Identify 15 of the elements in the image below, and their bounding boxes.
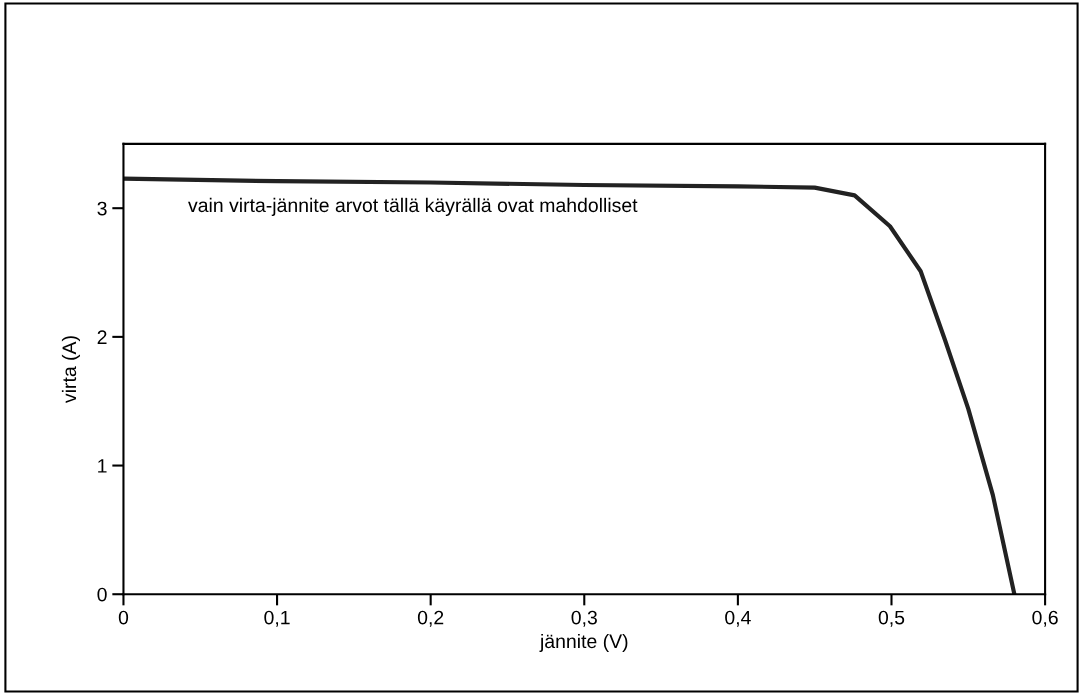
y-tick-label: 3	[97, 201, 107, 216]
x-tick-label: 0,1	[264, 610, 290, 627]
x-tick-label: 0,6	[1032, 610, 1058, 627]
line-series	[123, 176, 1017, 595]
x-tick-label: 0,4	[725, 610, 751, 627]
x-axis-title: jännite (V)	[539, 633, 628, 652]
x-tick-label: 0,2	[417, 610, 444, 627]
x-tick-label: 0	[118, 610, 129, 625]
annotation: vain virta-jännite arvot tällä käyrällä ovat mahdolliset	[188, 197, 638, 216]
x-tick-label: 0,5	[878, 610, 905, 627]
y-axis-title: virta (A)	[61, 336, 80, 403]
y-tick-label: 1	[98, 459, 107, 473]
y-tick-label: 0	[97, 587, 107, 602]
y-tick-label: 2	[97, 330, 107, 344]
x-tick-label: 0,3	[571, 610, 597, 627]
